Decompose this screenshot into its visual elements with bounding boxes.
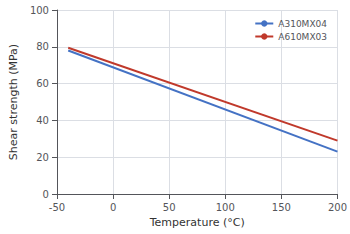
svg-text:A310MX04: A310MX04 bbox=[278, 19, 327, 29]
svg-text:Shear strength (MPa): Shear strength (MPa) bbox=[7, 44, 20, 160]
svg-text:0: 0 bbox=[43, 189, 49, 200]
svg-text:50: 50 bbox=[163, 202, 176, 213]
svg-text:-50: -50 bbox=[49, 202, 65, 213]
svg-text:100: 100 bbox=[30, 5, 49, 16]
svg-text:Temperature (°C): Temperature (°C) bbox=[149, 216, 245, 229]
svg-text:20: 20 bbox=[36, 152, 49, 163]
svg-text:0: 0 bbox=[110, 202, 116, 213]
svg-text:100: 100 bbox=[216, 202, 235, 213]
svg-text:A610MX03: A610MX03 bbox=[278, 32, 327, 42]
svg-text:80: 80 bbox=[36, 41, 49, 52]
svg-text:200: 200 bbox=[328, 202, 347, 213]
svg-text:60: 60 bbox=[36, 78, 49, 89]
svg-text:150: 150 bbox=[272, 202, 291, 213]
svg-text:40: 40 bbox=[36, 115, 49, 126]
